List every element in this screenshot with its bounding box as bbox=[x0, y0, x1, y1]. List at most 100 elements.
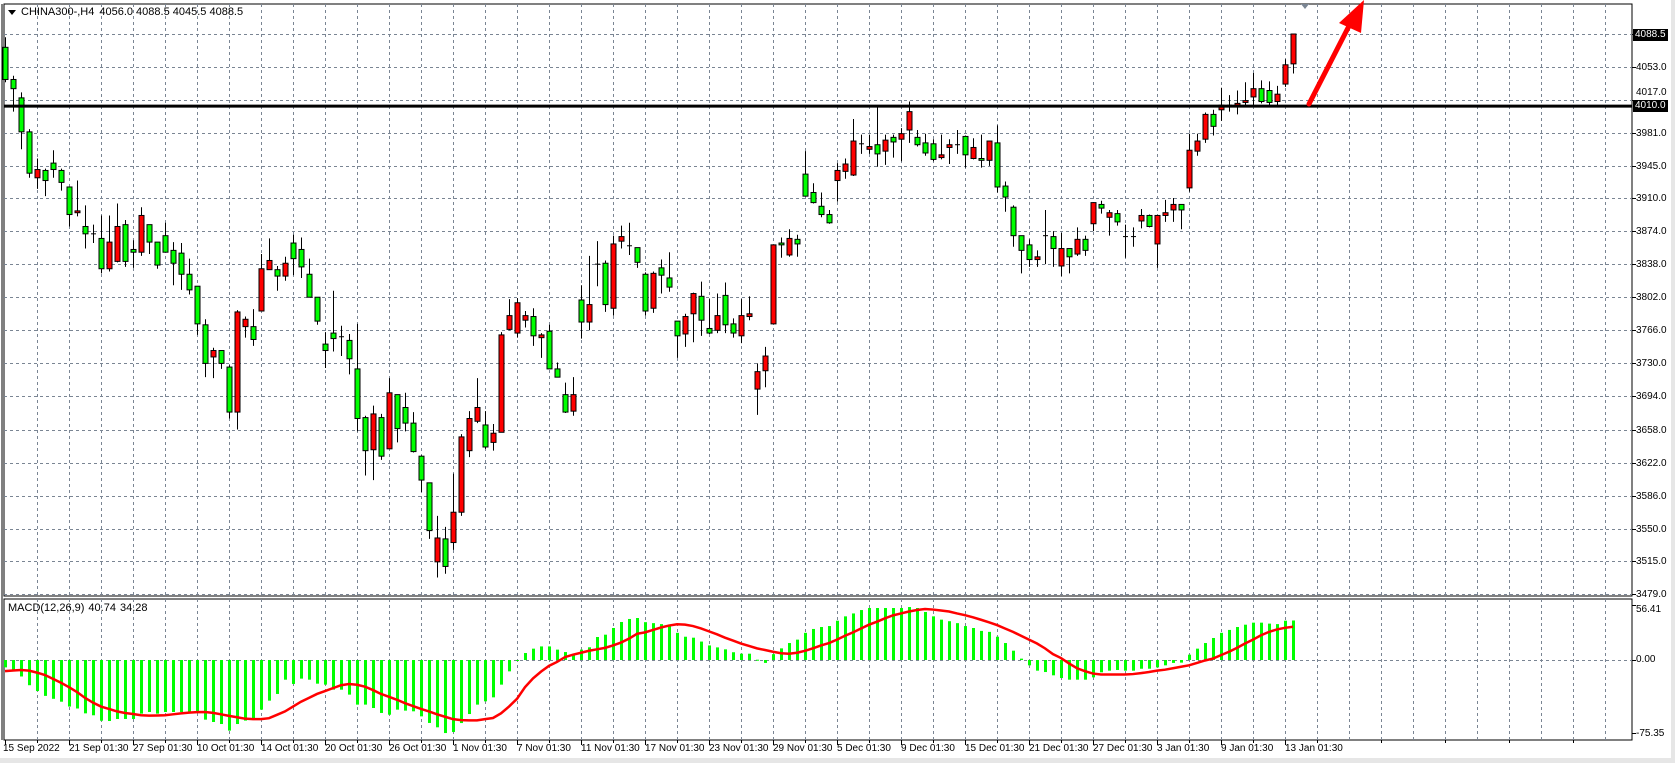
candle bbox=[26, 129, 33, 178]
candle-body bbox=[1258, 88, 1265, 103]
candle-body bbox=[794, 238, 801, 245]
candle-body bbox=[818, 205, 825, 216]
candle-body bbox=[602, 262, 609, 306]
macd-histogram-bar bbox=[788, 643, 791, 660]
macd-histogram-bar bbox=[468, 660, 471, 715]
candle bbox=[570, 377, 577, 416]
macd-histogram-bar bbox=[860, 610, 863, 660]
candle-body bbox=[834, 169, 841, 182]
candle-body bbox=[674, 320, 681, 337]
candle bbox=[450, 473, 457, 550]
candle-body bbox=[114, 225, 121, 262]
candle bbox=[706, 299, 713, 334]
macd-histogram-bar bbox=[1236, 627, 1239, 660]
candle-body bbox=[986, 140, 993, 161]
candle-body bbox=[154, 241, 161, 266]
macd-histogram-bar bbox=[1156, 660, 1159, 668]
price-axis-label: 3479.0 bbox=[1636, 588, 1667, 600]
candle-body bbox=[826, 214, 833, 224]
macd-label: MACD(12,26,9) bbox=[8, 602, 85, 614]
candle-body bbox=[762, 355, 769, 372]
macd-histogram-bar bbox=[796, 639, 799, 660]
candle-body bbox=[1186, 149, 1193, 189]
candle-body bbox=[354, 368, 361, 420]
candle-body bbox=[770, 244, 777, 325]
macd-histogram-bar bbox=[548, 646, 551, 660]
candle-body bbox=[498, 334, 505, 433]
candle-body bbox=[370, 413, 377, 451]
candle bbox=[218, 350, 225, 369]
macd-histogram-bar bbox=[812, 628, 815, 660]
annotation-arrow-shaft bbox=[1306, 21, 1353, 107]
candle-body bbox=[418, 455, 425, 481]
candle bbox=[106, 215, 113, 272]
candle-body bbox=[274, 269, 281, 277]
price-axis-label: 4053.0 bbox=[1636, 61, 1667, 73]
candle bbox=[778, 237, 785, 258]
macd-histogram-bar bbox=[444, 660, 447, 734]
candle bbox=[642, 272, 649, 316]
macd-histogram-bar bbox=[492, 660, 495, 698]
candle-body bbox=[618, 236, 625, 242]
price-axis-label: 3515.0 bbox=[1636, 555, 1667, 567]
macd-histogram-bar bbox=[684, 636, 687, 660]
macd-histogram-bar bbox=[1268, 623, 1271, 660]
macd-axis-label: -75.35 bbox=[1636, 728, 1665, 739]
macd-histogram-bar bbox=[892, 608, 895, 660]
price-axis-label: 4017.0 bbox=[1636, 87, 1667, 99]
candle bbox=[938, 134, 945, 160]
candle-body bbox=[402, 406, 409, 424]
macd-histogram-bar bbox=[324, 660, 327, 685]
candle-body bbox=[442, 538, 449, 567]
candle-body bbox=[1082, 238, 1089, 251]
ohlc-readout: 4056.0 4088.5 4045.5 4088.5 bbox=[99, 6, 244, 18]
macd-histogram-bar bbox=[916, 608, 919, 660]
candle bbox=[514, 298, 521, 338]
window-bottom-edge bbox=[0, 758, 1675, 763]
candle-body bbox=[82, 225, 89, 235]
candle-body bbox=[410, 422, 417, 453]
candle bbox=[234, 310, 241, 430]
candle bbox=[1146, 214, 1153, 228]
candle-body bbox=[850, 140, 857, 176]
triangle-down-icon[interactable] bbox=[8, 9, 16, 15]
macd-histogram-bar bbox=[428, 660, 431, 723]
time-axis-label: 3 Jan 01:30 bbox=[1157, 743, 1210, 754]
candle bbox=[258, 254, 265, 312]
macd-histogram-bar bbox=[76, 660, 79, 709]
candle-body bbox=[946, 144, 953, 148]
chart-title: CHINA300-,H4 4056.0 4088.5 4045.5 4088.5 bbox=[8, 6, 243, 18]
candle bbox=[754, 363, 761, 415]
candle-body bbox=[610, 243, 617, 309]
candle bbox=[914, 130, 921, 147]
macd-histogram-bar bbox=[44, 660, 47, 696]
candle bbox=[1258, 80, 1265, 104]
candle bbox=[274, 265, 281, 291]
candle-body bbox=[74, 210, 81, 214]
candle-body bbox=[186, 273, 193, 291]
candle-body bbox=[474, 406, 481, 422]
candle-body bbox=[738, 315, 745, 337]
candle bbox=[442, 526, 449, 574]
candle bbox=[1043, 209, 1048, 265]
candle-body bbox=[682, 316, 689, 335]
time-axis-label: 7 Nov 01:30 bbox=[517, 743, 571, 754]
price-axis-label: 3694.0 bbox=[1636, 390, 1667, 402]
macd-histogram-bar bbox=[1052, 660, 1055, 676]
macd-histogram-bar bbox=[756, 659, 759, 661]
candle-body bbox=[922, 142, 929, 154]
candle bbox=[386, 378, 393, 450]
candle bbox=[650, 271, 657, 313]
macd-histogram-bar bbox=[20, 660, 23, 677]
candle bbox=[458, 434, 465, 516]
annotation-arrow-head bbox=[1339, 0, 1364, 33]
macd-histogram-bar bbox=[580, 649, 583, 660]
macd-histogram-bar bbox=[180, 660, 183, 712]
macd-histogram-bar bbox=[1140, 660, 1143, 669]
candle-body bbox=[514, 302, 521, 334]
candle bbox=[178, 243, 185, 290]
candle bbox=[1123, 224, 1128, 258]
candle bbox=[250, 309, 257, 346]
